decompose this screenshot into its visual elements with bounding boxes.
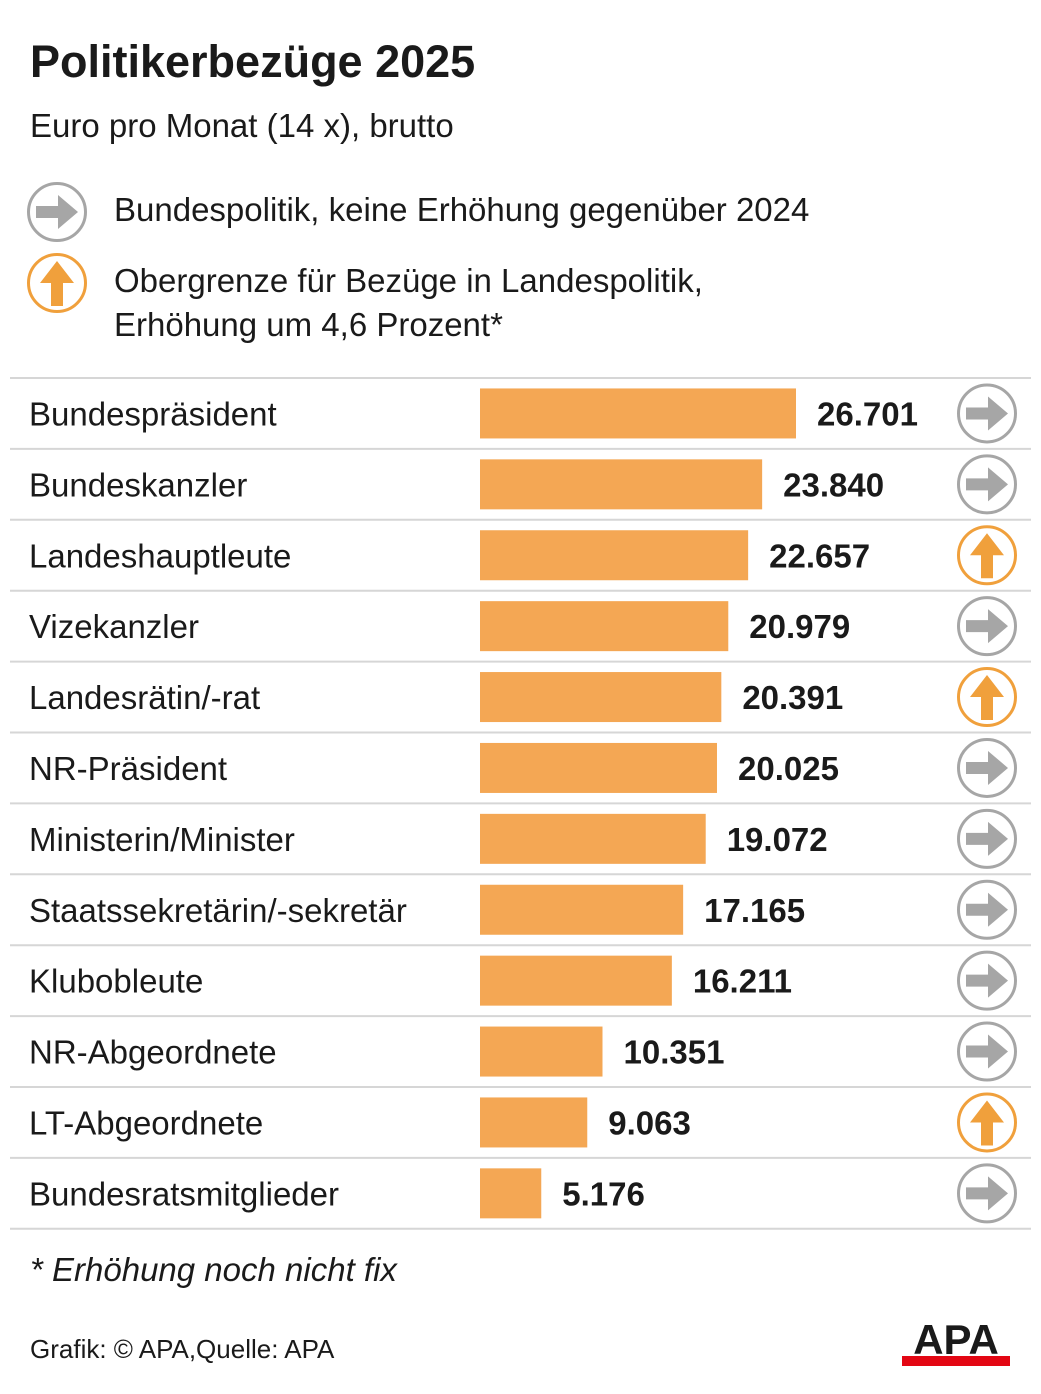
category-label: Bundeskanzler [29, 466, 247, 503]
logo-bar [902, 1356, 1010, 1366]
footnote: * Erhöhung noch nicht fix [30, 1251, 397, 1288]
source-credit: Grafik: © APA,Quelle: APA [30, 1334, 335, 1364]
arrow-up-circle-icon [957, 1092, 1017, 1153]
bar [480, 955, 672, 1006]
bar [480, 1026, 603, 1077]
value-label: 23.840 [783, 466, 884, 503]
bar [480, 1168, 542, 1219]
legend-label: Obergrenze für Bezüge in Landespolitik, [114, 262, 703, 299]
bar [480, 1097, 588, 1148]
category-label: Landeshauptleute [29, 537, 291, 574]
arrow-up-circle-icon [27, 253, 87, 313]
value-label: 26.701 [817, 395, 918, 432]
legend-label: Bundespolitik, keine Erhöhung gegenüber … [114, 191, 810, 228]
arrow-right-circle-icon [27, 182, 87, 242]
value-label: 9.063 [608, 1104, 691, 1141]
value-label: 16.211 [693, 963, 792, 1000]
value-label: 20.979 [749, 608, 850, 645]
value-label: 19.072 [727, 821, 828, 858]
category-label: Klubobleute [29, 963, 203, 1000]
legend-item-bundespolitik: Bundespolitik, keine Erhöhung gegenüber … [26, 181, 809, 243]
category-label: LT-Abgeordnete [29, 1104, 263, 1141]
bar [480, 459, 763, 510]
arrow-up-circle-icon [957, 667, 1017, 728]
arrow-right-circle-icon [957, 879, 1017, 940]
arrow-right-circle-icon [957, 454, 1017, 515]
value-label: 22.657 [769, 537, 870, 574]
chart-title: Politikerbezüge 2025 [30, 36, 476, 87]
arrow-right-circle-icon [957, 1021, 1017, 1082]
bar-chart: Bundespräsident 26.701 Bundeskanzler 23.840… [10, 377, 1031, 1230]
category-label: Landesrätin/-rat [29, 679, 260, 716]
arrow-right-circle-icon [957, 808, 1017, 869]
category-label: Vizekanzler [29, 608, 199, 645]
category-label: Staatssekretärin/-sekretär [29, 892, 407, 929]
arrow-right-circle-icon [957, 1163, 1017, 1224]
apa-logo: APA [902, 1318, 1010, 1366]
bar [480, 672, 722, 723]
category-label: Bundespräsident [29, 395, 277, 432]
value-label: 5.176 [562, 1175, 645, 1212]
arrow-up-circle-icon [957, 525, 1017, 586]
value-label: 17.165 [704, 892, 805, 929]
legend-label: Erhöhung um 4,6 Prozent* [114, 306, 503, 343]
value-label: 10.351 [624, 1034, 725, 1071]
legend-item-landespolitik: Obergrenze für Bezüge in Landespolitik, … [26, 252, 703, 347]
bar [480, 884, 684, 935]
chart-subtitle: Euro pro Monat (14 x), brutto [30, 107, 454, 144]
bar [480, 530, 749, 581]
bar [480, 813, 706, 864]
value-label: 20.025 [738, 750, 839, 787]
category-label: NR-Abgeordnete [29, 1034, 277, 1071]
category-label: Ministerin/Minister [29, 821, 295, 858]
bar [480, 742, 717, 793]
category-label: Bundesratsmitglieder [29, 1175, 339, 1212]
bar [480, 601, 729, 652]
logo-text: APA [913, 1318, 999, 1363]
arrow-right-circle-icon [957, 950, 1017, 1011]
arrow-right-circle-icon [957, 383, 1017, 444]
bar [480, 388, 796, 439]
value-label: 20.391 [742, 679, 843, 716]
arrow-right-circle-icon [957, 737, 1017, 798]
category-label: NR-Präsident [29, 750, 227, 787]
arrow-right-circle-icon [957, 596, 1017, 657]
